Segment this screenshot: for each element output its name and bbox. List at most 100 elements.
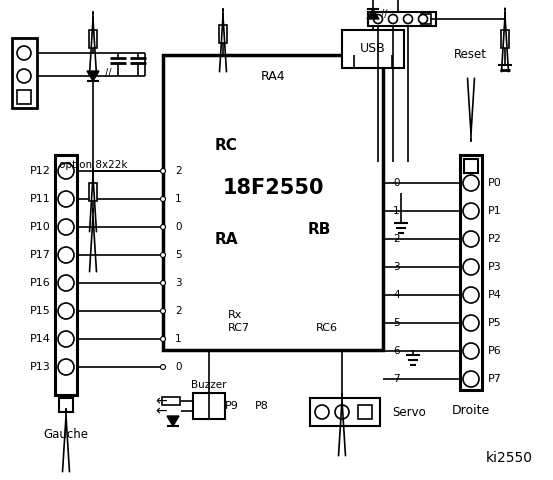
Bar	[310, 398, 380, 426]
Text: RB: RB	[307, 223, 331, 238]
Circle shape	[315, 405, 329, 419]
Bar	[368, 12, 436, 26]
Circle shape	[160, 364, 165, 370]
Bar	[358, 405, 372, 419]
Circle shape	[463, 175, 479, 191]
Circle shape	[160, 280, 165, 286]
Text: 6: 6	[393, 346, 400, 356]
Text: 5: 5	[393, 318, 400, 328]
Text: P14: P14	[30, 334, 51, 344]
Text: P4: P4	[488, 290, 502, 300]
Text: 4: 4	[393, 290, 400, 300]
Text: ←: ←	[155, 394, 167, 408]
Circle shape	[58, 303, 74, 319]
Text: P9: P9	[225, 401, 239, 411]
Circle shape	[160, 225, 165, 229]
Polygon shape	[367, 9, 379, 19]
Bar	[464, 159, 478, 173]
Text: Gauche: Gauche	[44, 429, 88, 442]
Circle shape	[463, 343, 479, 359]
Bar	[501, 30, 509, 48]
Bar	[89, 183, 97, 201]
Circle shape	[58, 219, 74, 235]
Text: ←: ←	[155, 404, 167, 418]
Circle shape	[160, 168, 165, 173]
Bar	[193, 393, 225, 419]
Bar	[342, 30, 404, 68]
Text: P3: P3	[488, 262, 502, 272]
Text: 0: 0	[175, 362, 181, 372]
Text: 2: 2	[393, 234, 400, 244]
Polygon shape	[87, 71, 99, 81]
Text: Droite: Droite	[452, 404, 490, 417]
Text: Servo: Servo	[392, 406, 426, 419]
Bar	[460, 155, 482, 390]
Text: P10: P10	[30, 222, 51, 232]
Text: 2: 2	[175, 306, 181, 316]
Circle shape	[463, 259, 479, 275]
Text: P13: P13	[30, 362, 51, 372]
Text: P0: P0	[488, 178, 502, 188]
Text: //: //	[381, 9, 388, 19]
Circle shape	[463, 371, 479, 387]
Circle shape	[335, 405, 349, 419]
Circle shape	[463, 203, 479, 219]
Circle shape	[373, 14, 383, 24]
Text: Reset: Reset	[454, 48, 487, 61]
Bar	[219, 25, 227, 43]
Text: USB: USB	[360, 43, 386, 56]
Text: P16: P16	[30, 278, 51, 288]
Text: P17: P17	[30, 250, 51, 260]
Text: P5: P5	[488, 318, 502, 328]
Circle shape	[160, 336, 165, 341]
Text: 18F2550: 18F2550	[222, 178, 324, 197]
Circle shape	[58, 191, 74, 207]
Circle shape	[160, 252, 165, 257]
Text: 1: 1	[175, 194, 181, 204]
Bar	[55, 155, 77, 395]
Text: 1: 1	[175, 334, 181, 344]
Circle shape	[58, 331, 74, 347]
Text: 5: 5	[175, 250, 181, 260]
Text: option 8x22k: option 8x22k	[59, 160, 127, 170]
Text: 3: 3	[175, 278, 181, 288]
Text: P8: P8	[255, 401, 269, 411]
Text: Buzzer: Buzzer	[191, 380, 227, 390]
Text: 0: 0	[393, 178, 399, 188]
Circle shape	[58, 247, 74, 263]
Circle shape	[160, 196, 165, 202]
Bar	[17, 90, 31, 104]
Circle shape	[389, 14, 398, 24]
Circle shape	[463, 315, 479, 331]
Text: 1: 1	[393, 206, 400, 216]
Circle shape	[17, 69, 31, 83]
Circle shape	[419, 14, 427, 24]
Circle shape	[463, 231, 479, 247]
Text: P6: P6	[488, 346, 502, 356]
Text: RA: RA	[215, 232, 238, 248]
Bar	[421, 14, 431, 24]
Text: RC7: RC7	[228, 323, 250, 333]
Text: 2: 2	[175, 166, 181, 176]
Circle shape	[58, 359, 74, 375]
Text: 7: 7	[393, 374, 400, 384]
Circle shape	[58, 275, 74, 291]
Text: P15: P15	[30, 306, 51, 316]
Bar	[59, 398, 73, 412]
Circle shape	[58, 163, 74, 179]
Text: //: //	[105, 68, 112, 78]
Text: 3: 3	[393, 262, 400, 272]
Text: Rx: Rx	[228, 310, 242, 320]
Circle shape	[17, 46, 31, 60]
Text: RA4: RA4	[260, 71, 285, 84]
Circle shape	[160, 309, 165, 313]
Bar	[163, 55, 383, 350]
Text: ki2550: ki2550	[486, 451, 533, 465]
Text: P1: P1	[488, 206, 502, 216]
Bar	[12, 38, 37, 108]
Bar	[89, 30, 97, 48]
Text: RC6: RC6	[316, 323, 338, 333]
Bar	[162, 397, 180, 405]
Text: RC: RC	[215, 137, 238, 153]
Text: 0: 0	[175, 222, 181, 232]
